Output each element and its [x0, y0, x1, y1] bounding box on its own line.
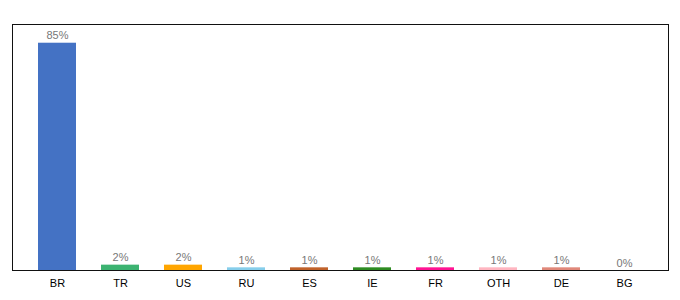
svg-text:BR: BR [50, 277, 65, 289]
svg-text:1%: 1% [554, 254, 570, 266]
svg-text:0%: 0% [617, 257, 633, 269]
svg-text:BG: BG [617, 277, 633, 289]
svg-text:US: US [176, 277, 191, 289]
svg-text:TR: TR [113, 277, 128, 289]
svg-text:ES: ES [302, 277, 317, 289]
svg-text:1%: 1% [239, 254, 255, 266]
svg-text:RU: RU [239, 277, 255, 289]
svg-text:85%: 85% [46, 29, 68, 41]
svg-text:1%: 1% [365, 254, 381, 266]
svg-text:FR: FR [428, 277, 443, 289]
svg-text:1%: 1% [302, 254, 318, 266]
svg-text:IE: IE [367, 277, 377, 289]
svg-text:OTH: OTH [487, 277, 510, 289]
svg-text:2%: 2% [176, 251, 192, 263]
svg-text:DE: DE [554, 277, 569, 289]
svg-text:1%: 1% [491, 254, 507, 266]
svg-text:1%: 1% [428, 254, 444, 266]
svg-text:2%: 2% [113, 251, 129, 263]
